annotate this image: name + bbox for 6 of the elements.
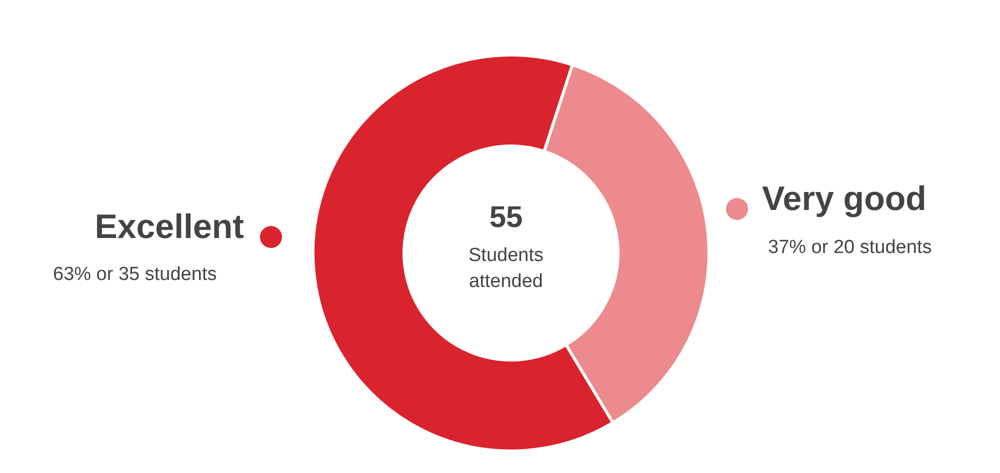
data-label: 63% or 35 students bbox=[53, 264, 217, 286]
data-label: 37% or 20 students bbox=[768, 237, 932, 259]
text: Students attended bbox=[468, 244, 544, 294]
text: 55 bbox=[488, 201, 524, 235]
slice-label: Excellent bbox=[94, 208, 244, 247]
legend-label: Very good bbox=[762, 180, 926, 219]
